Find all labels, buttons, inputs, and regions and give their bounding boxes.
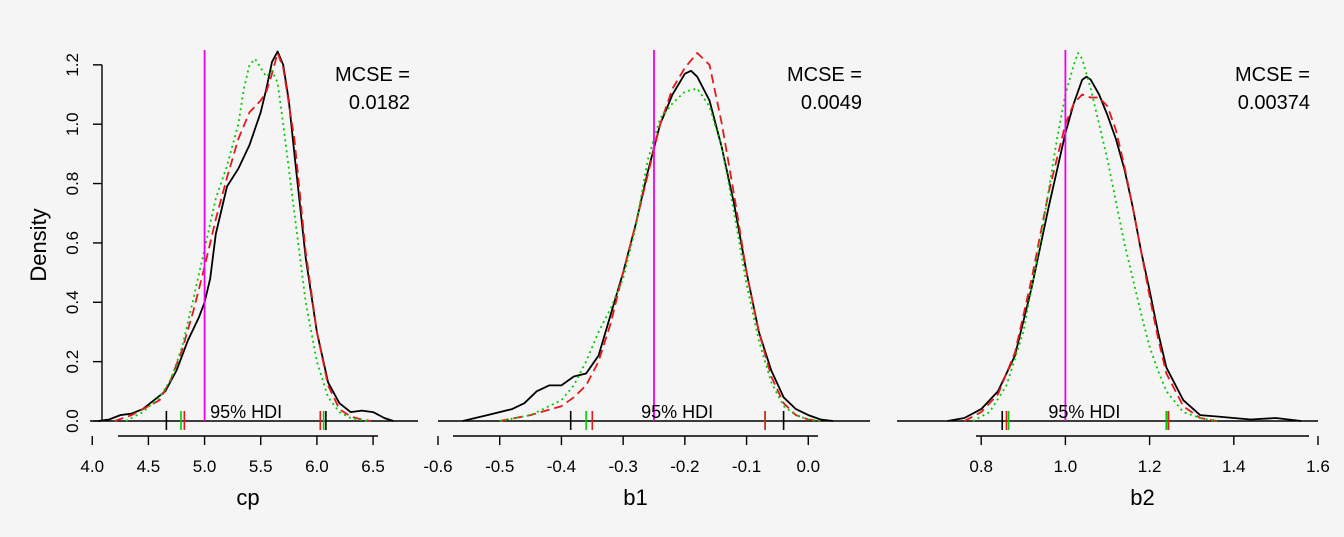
x-axis-label: cp xyxy=(236,485,259,510)
mcse-label: MCSE = xyxy=(787,64,862,86)
y-tick-label: 0.6 xyxy=(63,231,82,255)
density-chain2 xyxy=(114,52,371,422)
panel-b1: -0.6 -0.5 -0.4 -0.3 -0.2 -0.1 0.0 b1 95% HDI MCSE… xyxy=(423,50,870,510)
density-chain2 xyxy=(963,93,1218,422)
mcse-label: MCSE = xyxy=(1235,64,1310,86)
hdi-label: 95% HDI xyxy=(1048,402,1120,422)
x-tick-label: 6.5 xyxy=(361,457,385,476)
y-tick-label: 0.2 xyxy=(63,350,82,374)
density-chain3 xyxy=(125,58,368,422)
y-tick-label: 0.8 xyxy=(63,172,82,196)
x-axis-label: b2 xyxy=(1130,485,1154,510)
x-tick-label: -0.2 xyxy=(670,457,699,476)
y-tick-label: 1.0 xyxy=(63,112,82,136)
x-tick-label: -0.3 xyxy=(608,457,637,476)
x-tick-label: 1.4 xyxy=(1222,457,1246,476)
y-tick-label: 0.4 xyxy=(63,290,82,314)
y-axis-label: Density xyxy=(26,208,51,281)
density-chain1 xyxy=(947,75,1302,422)
x-tick-label: -0.1 xyxy=(732,457,761,476)
x-tick-label: -0.5 xyxy=(485,457,514,476)
density-chain1 xyxy=(462,69,834,422)
x-tick-label: 1.6 xyxy=(1306,457,1330,476)
y-tick-label: 0.0 xyxy=(63,409,82,433)
hdi-label: 95% HDI xyxy=(641,402,713,422)
mcse-value: 0.0049 xyxy=(801,92,862,114)
x-axis-label: b1 xyxy=(623,485,647,510)
x-tick-label: 1.2 xyxy=(1138,457,1162,476)
x-tick-label: 1.0 xyxy=(1054,457,1078,476)
mcse-value: 0.0182 xyxy=(349,92,410,114)
x-tick-label: 4.0 xyxy=(80,457,104,476)
x-tick-label: 5.0 xyxy=(193,457,217,476)
hdi-label: 95% HDI xyxy=(210,402,282,422)
mcse-label: MCSE = xyxy=(335,64,410,86)
x-tick-label: 0.0 xyxy=(796,457,820,476)
x-tick-label: 6.0 xyxy=(305,457,329,476)
density-chain2 xyxy=(499,52,821,422)
x-tick-label: 4.5 xyxy=(137,457,161,476)
y-tick-label: 1.2 xyxy=(63,53,82,77)
density-chain1 xyxy=(97,50,394,422)
panel-cp: 4.0 4.5 5.0 5.5 6.0 6.5 cp 0.0 0.2 0.4 0.6 0.8 1.0 1.… xyxy=(63,50,418,510)
density-chain3 xyxy=(972,52,1218,422)
panel-b2: 0.8 1.0 1.2 1.4 1.6 b2 95% HDI MCSE = 0.00374 xyxy=(897,50,1330,510)
x-tick-label: 0.8 xyxy=(969,457,993,476)
x-tick-label: -0.4 xyxy=(547,457,576,476)
mcse-value: 0.00374 xyxy=(1238,92,1310,114)
x-tick-label: -0.6 xyxy=(423,457,452,476)
x-tick-label: 5.5 xyxy=(249,457,273,476)
